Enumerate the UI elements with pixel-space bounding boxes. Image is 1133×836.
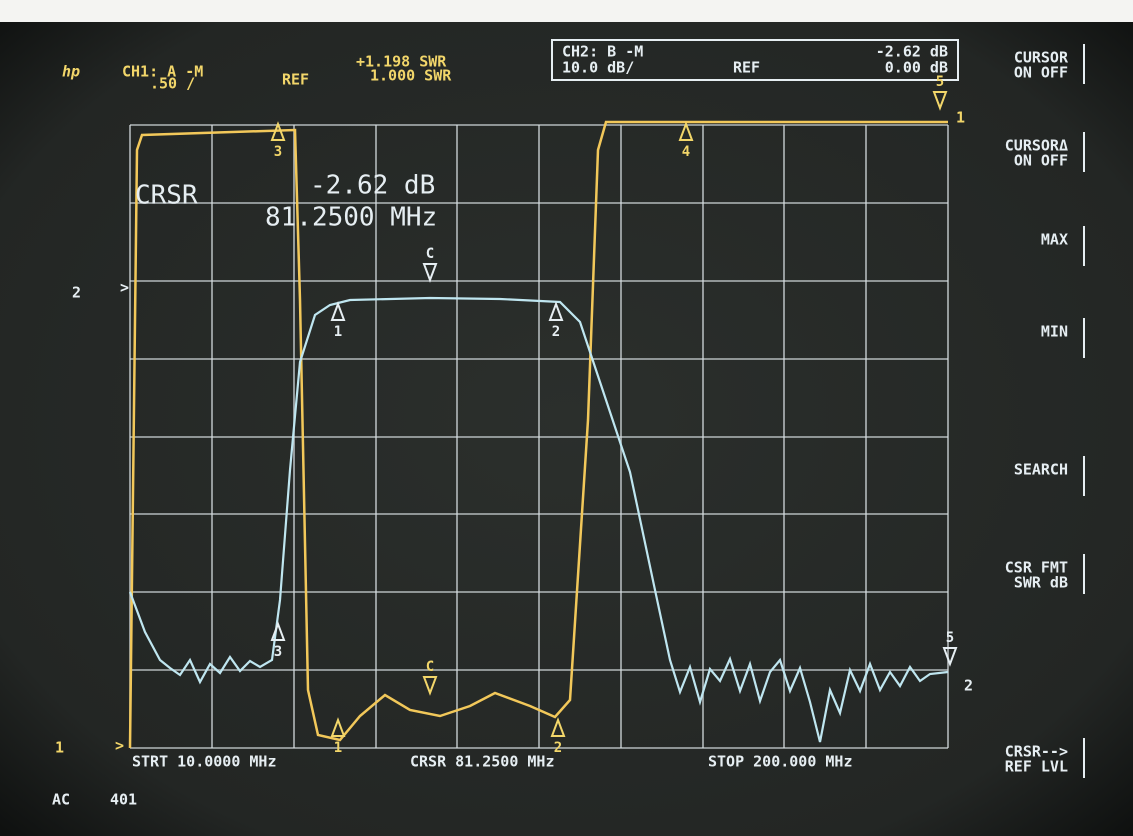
ref-mark: 1 [956, 109, 965, 127]
marker-label: 3 [274, 644, 282, 660]
ch1-scale: .50 / [150, 75, 195, 93]
softkey-label[interactable]: MIN [1041, 323, 1068, 341]
marker-triangle [942, 647, 958, 667]
marker-triangle [548, 301, 564, 321]
softkey-label[interactable]: CSR FMT [1005, 559, 1068, 577]
top-strip [0, 0, 1133, 22]
marker-triangle [422, 263, 438, 283]
marker-label: 3 [274, 144, 282, 160]
start-frequency: STRT 10.0000 MHz [132, 753, 277, 771]
ch2-ref-value: 0.00 dB [885, 59, 948, 77]
cursor-label: CRSR [135, 181, 198, 211]
softkey-label[interactable]: SWR dB [1014, 574, 1068, 592]
marker-triangle [932, 91, 948, 111]
softkey-label[interactable]: CURSOR [1014, 49, 1069, 67]
ch2-label: CH2: B -M [562, 43, 643, 61]
marker-label: 4 [682, 144, 690, 160]
ref-arrow: > [120, 279, 129, 297]
softkey-label[interactable]: CRSR--> [1005, 743, 1068, 761]
ch1-ref-value: 1.000 SWR [370, 67, 452, 85]
softkey-label[interactable]: MAX [1041, 231, 1068, 249]
cursor-value: -2.62 dB [310, 171, 435, 201]
ref-mark: 2 [72, 284, 81, 302]
marker-triangle [330, 301, 346, 321]
softkey-label[interactable]: CURSORΔ [1005, 137, 1068, 155]
softkey-label[interactable]: ON OFF [1014, 64, 1068, 82]
cursor-frequency-footer: CRSR 81.2500 MHz [410, 753, 555, 771]
softkey-label[interactable]: ON OFF [1014, 152, 1068, 170]
ch1-ref: REF [282, 71, 309, 89]
marker-label: C [426, 246, 434, 262]
marker-triangle [422, 676, 438, 696]
ch2-ref: REF [733, 59, 760, 77]
ch2-scale: 10.0 dB/ [562, 59, 634, 77]
ch1-label: CH1: A -M [122, 63, 203, 81]
marker-label: 2 [552, 324, 560, 340]
points: 401 [110, 791, 137, 809]
marker-triangle [330, 717, 346, 737]
cursor-frequency: 81.2500 MHz [265, 203, 437, 233]
ch2-trace [128, 296, 949, 743]
marker-label: C [426, 659, 434, 675]
coupling: AC [52, 791, 70, 809]
marker-triangle [270, 121, 286, 141]
marker-label: 5 [946, 630, 954, 646]
marker-triangle [550, 717, 566, 737]
graticule [129, 124, 949, 749]
stop-frequency: STOP 200.000 MHz [708, 753, 853, 771]
softkey-label[interactable]: SEARCH [1014, 461, 1068, 479]
logo: hp [62, 63, 80, 81]
ch2-value: -2.62 dB [876, 43, 948, 61]
ref-arrow: > [115, 737, 124, 755]
ref-mark: 1 [55, 739, 64, 757]
ch2-box [551, 39, 959, 81]
softkey-label[interactable]: REF LVL [1005, 758, 1068, 776]
marker-triangle [678, 121, 694, 141]
ch1-value: +1.198 SWR [356, 53, 447, 71]
marker-label: 1 [334, 324, 342, 340]
marker-triangle [270, 621, 286, 641]
ref-mark: 2 [964, 677, 973, 695]
marker-label: 2 [554, 740, 562, 756]
marker-label: 1 [334, 740, 342, 756]
marker-label: 5 [936, 74, 944, 90]
ch1-trace [128, 120, 948, 749]
